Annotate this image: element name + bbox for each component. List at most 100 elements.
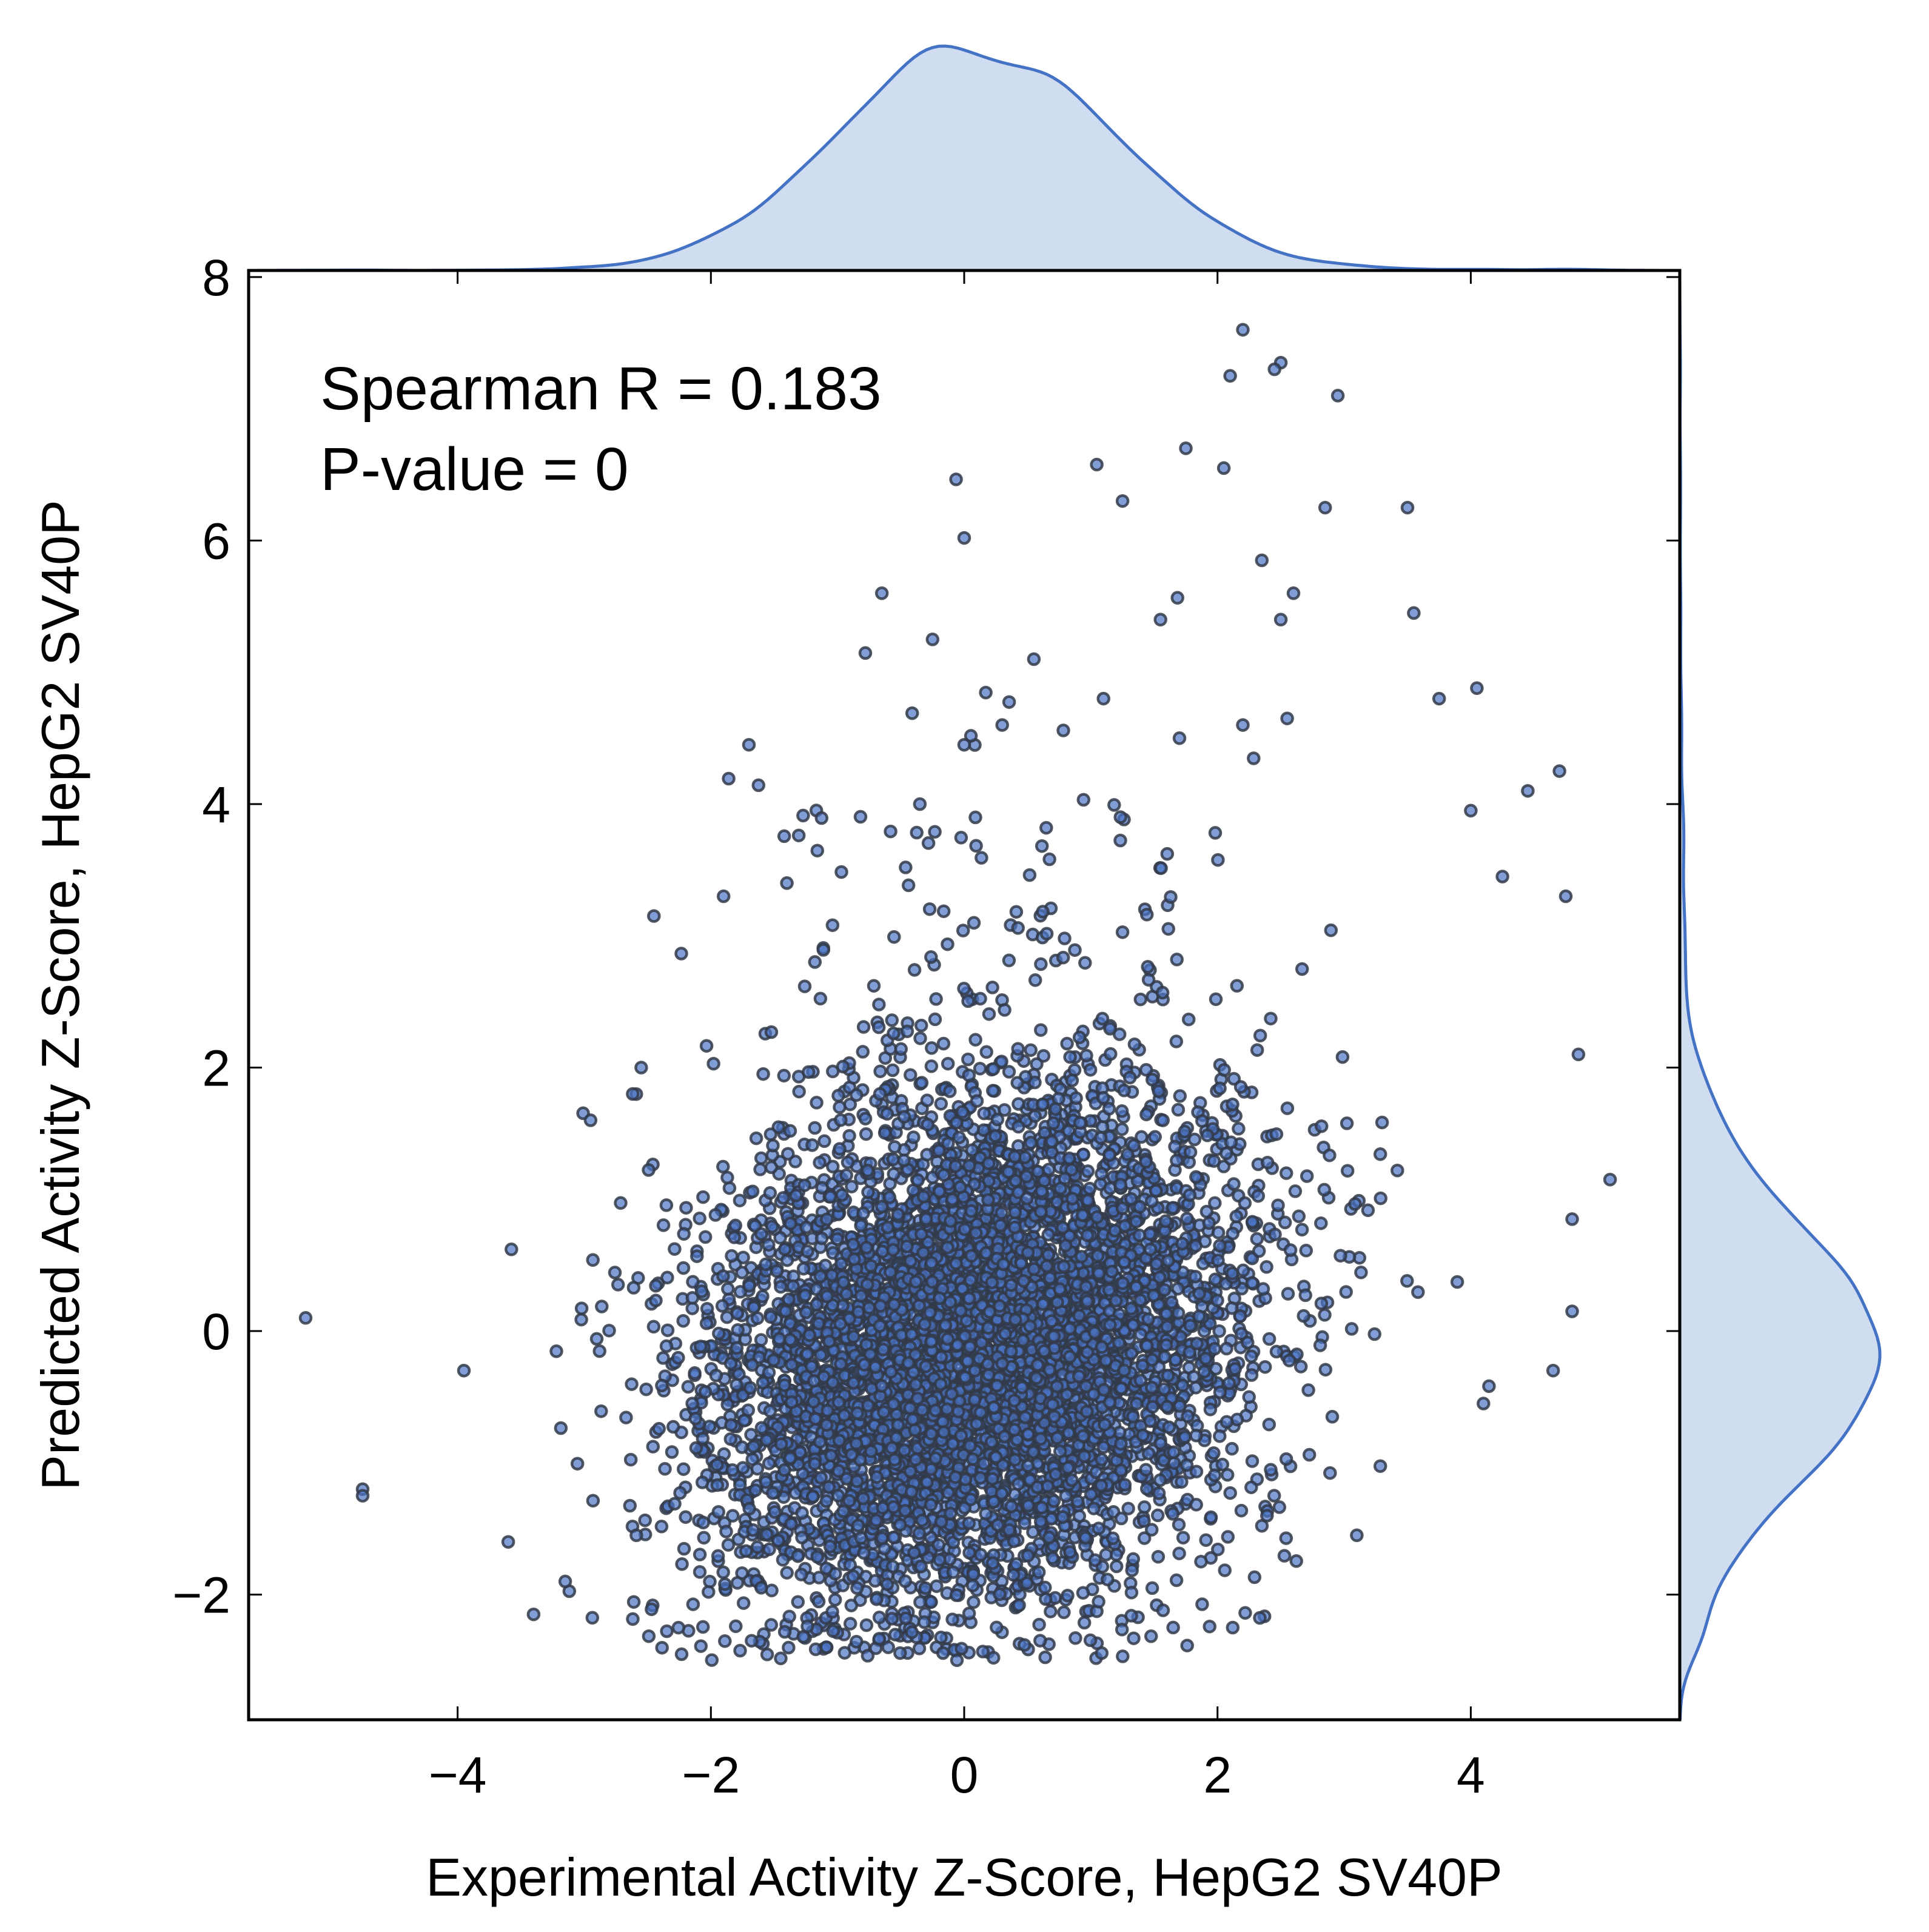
scatter-point [1180, 1639, 1194, 1652]
scatter-point [877, 1541, 891, 1556]
scatter-point [1072, 1509, 1087, 1523]
scatter-point [602, 1323, 616, 1338]
scatter-point [756, 1289, 770, 1304]
scatter-point [1195, 1597, 1209, 1611]
scatter-point [718, 1577, 732, 1591]
scatter-point [570, 1457, 585, 1471]
scatter-point [549, 1344, 563, 1358]
scatter-point [1084, 1488, 1098, 1501]
scatter-point [1151, 1549, 1166, 1564]
scatter-point [668, 1497, 682, 1511]
scatter-point [1244, 1368, 1259, 1382]
scatter-point [722, 1181, 737, 1195]
scatter-point [814, 1471, 828, 1485]
scatter-point [574, 1301, 589, 1315]
scatter-point [1095, 1167, 1109, 1181]
scatter-point [1162, 1420, 1176, 1434]
scatter-point [967, 1595, 981, 1609]
scatter-point [922, 902, 937, 916]
scatter-point [1156, 1603, 1170, 1617]
scatter-point [690, 1249, 704, 1263]
scatter-point [655, 1640, 669, 1655]
scatter-point [813, 1156, 827, 1170]
scatter-point [805, 1138, 819, 1152]
scatter-point [1340, 1164, 1355, 1178]
scatter-point [1250, 1232, 1264, 1246]
scatter-point [686, 1275, 700, 1289]
scatter-point [1374, 1191, 1387, 1206]
scatter-point [968, 1033, 982, 1047]
scatter-point [626, 1087, 640, 1101]
scatter-point [936, 904, 951, 918]
scatter-point [856, 1020, 871, 1034]
scatter-point [1164, 1295, 1179, 1309]
scatter-point [921, 836, 936, 850]
scatter-point [659, 1198, 674, 1212]
scatter-point [905, 706, 919, 720]
scatter-point [1141, 960, 1155, 974]
scatter-point [782, 1292, 796, 1307]
scatter-point [660, 1323, 675, 1337]
scatter-point [850, 1088, 864, 1102]
scatter-point [1209, 992, 1223, 1007]
scatter-point [733, 1285, 748, 1299]
scatter-point [782, 1640, 796, 1655]
scatter-point [967, 916, 981, 930]
scatter-point [1247, 1570, 1262, 1585]
scatter-point [574, 1312, 588, 1327]
scatter-point [1156, 1113, 1170, 1127]
scatter-point [1253, 1611, 1267, 1625]
scatter-point [746, 1523, 760, 1537]
scatter-point [1063, 1050, 1077, 1064]
scatter-point [642, 1629, 656, 1643]
scatter-point [1199, 1204, 1214, 1219]
scatter-point [1124, 1346, 1139, 1360]
scatter-point [1009, 905, 1024, 919]
scatter-point [693, 1548, 707, 1561]
scatter-point [941, 1056, 955, 1071]
scatter-point [1079, 1048, 1093, 1062]
scatter-point [1269, 1127, 1284, 1141]
scatter-point [1314, 1296, 1329, 1310]
scatter-point [1318, 1308, 1332, 1322]
scatter-point [986, 1062, 1001, 1076]
scatter-point [646, 1320, 661, 1334]
scatter-point [1115, 925, 1130, 939]
scatter-point [1203, 1619, 1216, 1634]
scatter-point [1148, 1130, 1162, 1144]
scatter-point [834, 865, 848, 879]
scatter-point [764, 1618, 779, 1632]
scatter-point [986, 1084, 1000, 1098]
scatter-point [1279, 1452, 1293, 1466]
scatter-point [1171, 1102, 1186, 1117]
scatter-point [1340, 1116, 1354, 1130]
scatter-point [725, 1249, 739, 1263]
scatter-point [756, 1067, 770, 1081]
scatter-point [1211, 853, 1225, 867]
scatter-point [887, 930, 901, 944]
scatter-point [773, 1230, 787, 1245]
scatter-point [791, 1595, 805, 1609]
scatter-point [1323, 1466, 1337, 1480]
scatter-point [1129, 1397, 1144, 1411]
scatter-point [1105, 1531, 1120, 1546]
scatter-point [796, 1261, 811, 1276]
scatter-point [843, 1617, 857, 1631]
scatter-point [1208, 826, 1223, 840]
scatter-point [1199, 1533, 1213, 1547]
scatter-point [716, 1269, 730, 1283]
scatter-point [726, 1509, 740, 1523]
scatter-point [676, 1462, 691, 1476]
scatter-point [1262, 1417, 1276, 1432]
scatter-point [1076, 1147, 1090, 1162]
scatter-point [1200, 1129, 1215, 1142]
scatter-point [871, 1020, 886, 1035]
scatter-point [1325, 1410, 1340, 1424]
scatter-point [764, 1025, 779, 1039]
scatter-point [1245, 1454, 1260, 1468]
scatter-point [1264, 1011, 1278, 1025]
scatter-point [660, 1624, 674, 1639]
scatter-point [872, 998, 886, 1011]
scatter-point [791, 828, 806, 842]
